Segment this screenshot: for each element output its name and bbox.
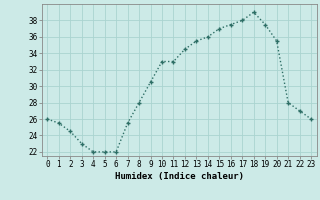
X-axis label: Humidex (Indice chaleur): Humidex (Indice chaleur) (115, 172, 244, 181)
